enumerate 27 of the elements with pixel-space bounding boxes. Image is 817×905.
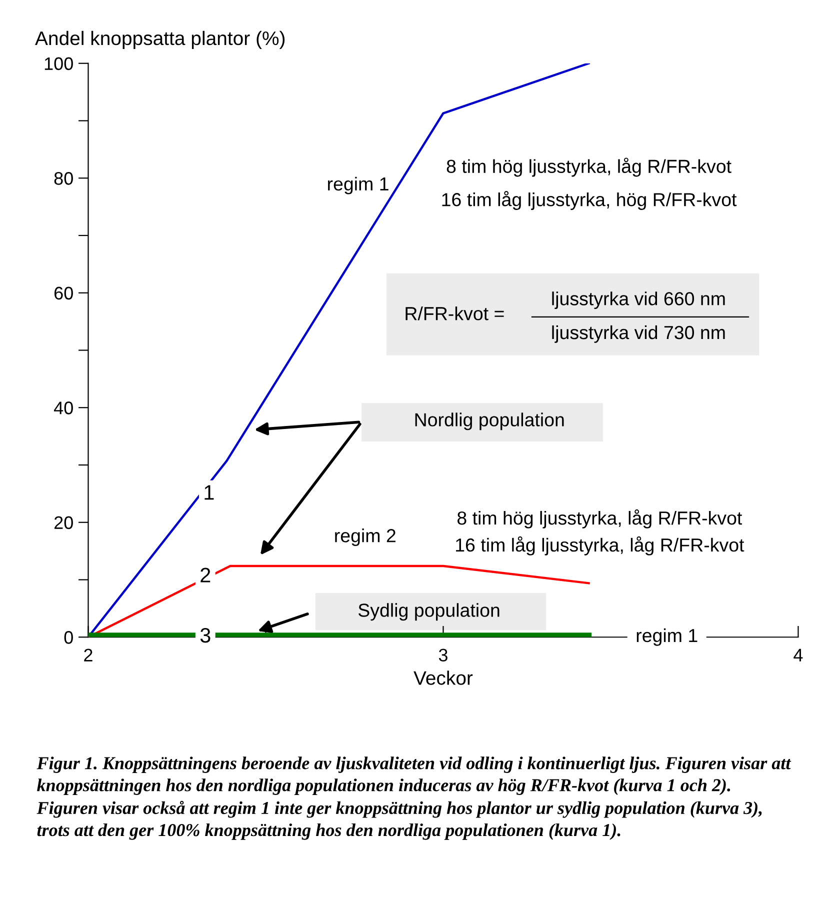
- annotation: Nordlig population: [415, 412, 564, 430]
- annotation: ljusstyrka vid 730 nm: [552, 325, 725, 343]
- series-label: 2: [200, 568, 210, 582]
- x-tick-label: 4: [794, 648, 803, 662]
- y-tick-label: 40: [54, 402, 73, 414]
- annotation: 8 tim hög ljusstyrka, låg R/FR-kvot: [446, 158, 732, 177]
- y-tick-label: 100: [44, 57, 73, 70]
- text: Figur 1. Knoppsättningens beroende av ljuskvaliteten vid odling i kontinuerligt ljus. Figuren visar att knoppsättningen hos den nordliga populationen induceras av hög R/FR-kvot (kurva 1 och 2). Figuren visar också att regim 1 inte ger knoppsättning hos plantor ur sydlig population (kurva 3), trots att den ger 100% knoppsättning hos den nordliga populationen (kurva 1).: [36, 756, 792, 840]
- annotation: ljusstyrka vid 660 nm: [552, 292, 725, 310]
- series-label: 3: [200, 628, 210, 643]
- x-axis-title: Veckor: [414, 670, 473, 685]
- annotation: Sydlig population: [358, 603, 500, 621]
- series-label: 1: [204, 485, 214, 500]
- annotation: regim 1: [328, 176, 388, 194]
- y-tick-label: 60: [54, 286, 73, 300]
- annotation: 8 tim hög ljusstyrka, låg R/FR-kvot: [457, 509, 742, 528]
- annotation: regim 1: [636, 628, 698, 646]
- annotation: regim 2: [335, 528, 396, 546]
- x-tick-label: 2: [84, 648, 92, 662]
- annotation: R/FR-kvot =: [406, 306, 504, 320]
- y-tick-label: 20: [54, 516, 73, 530]
- y-axis-title: Andel knoppsatta plantor (%): [35, 30, 285, 50]
- y-tick-label: 80: [54, 172, 73, 185]
- annotation: 16 tim låg ljusstyrka, hög R/FR-kvot: [442, 190, 737, 210]
- y-tick-label: 0: [64, 631, 73, 644]
- annotation: 16 tim låg ljusstyrka, låg R/FR-kvot: [456, 536, 744, 556]
- x-tick-label: 3: [438, 648, 448, 662]
